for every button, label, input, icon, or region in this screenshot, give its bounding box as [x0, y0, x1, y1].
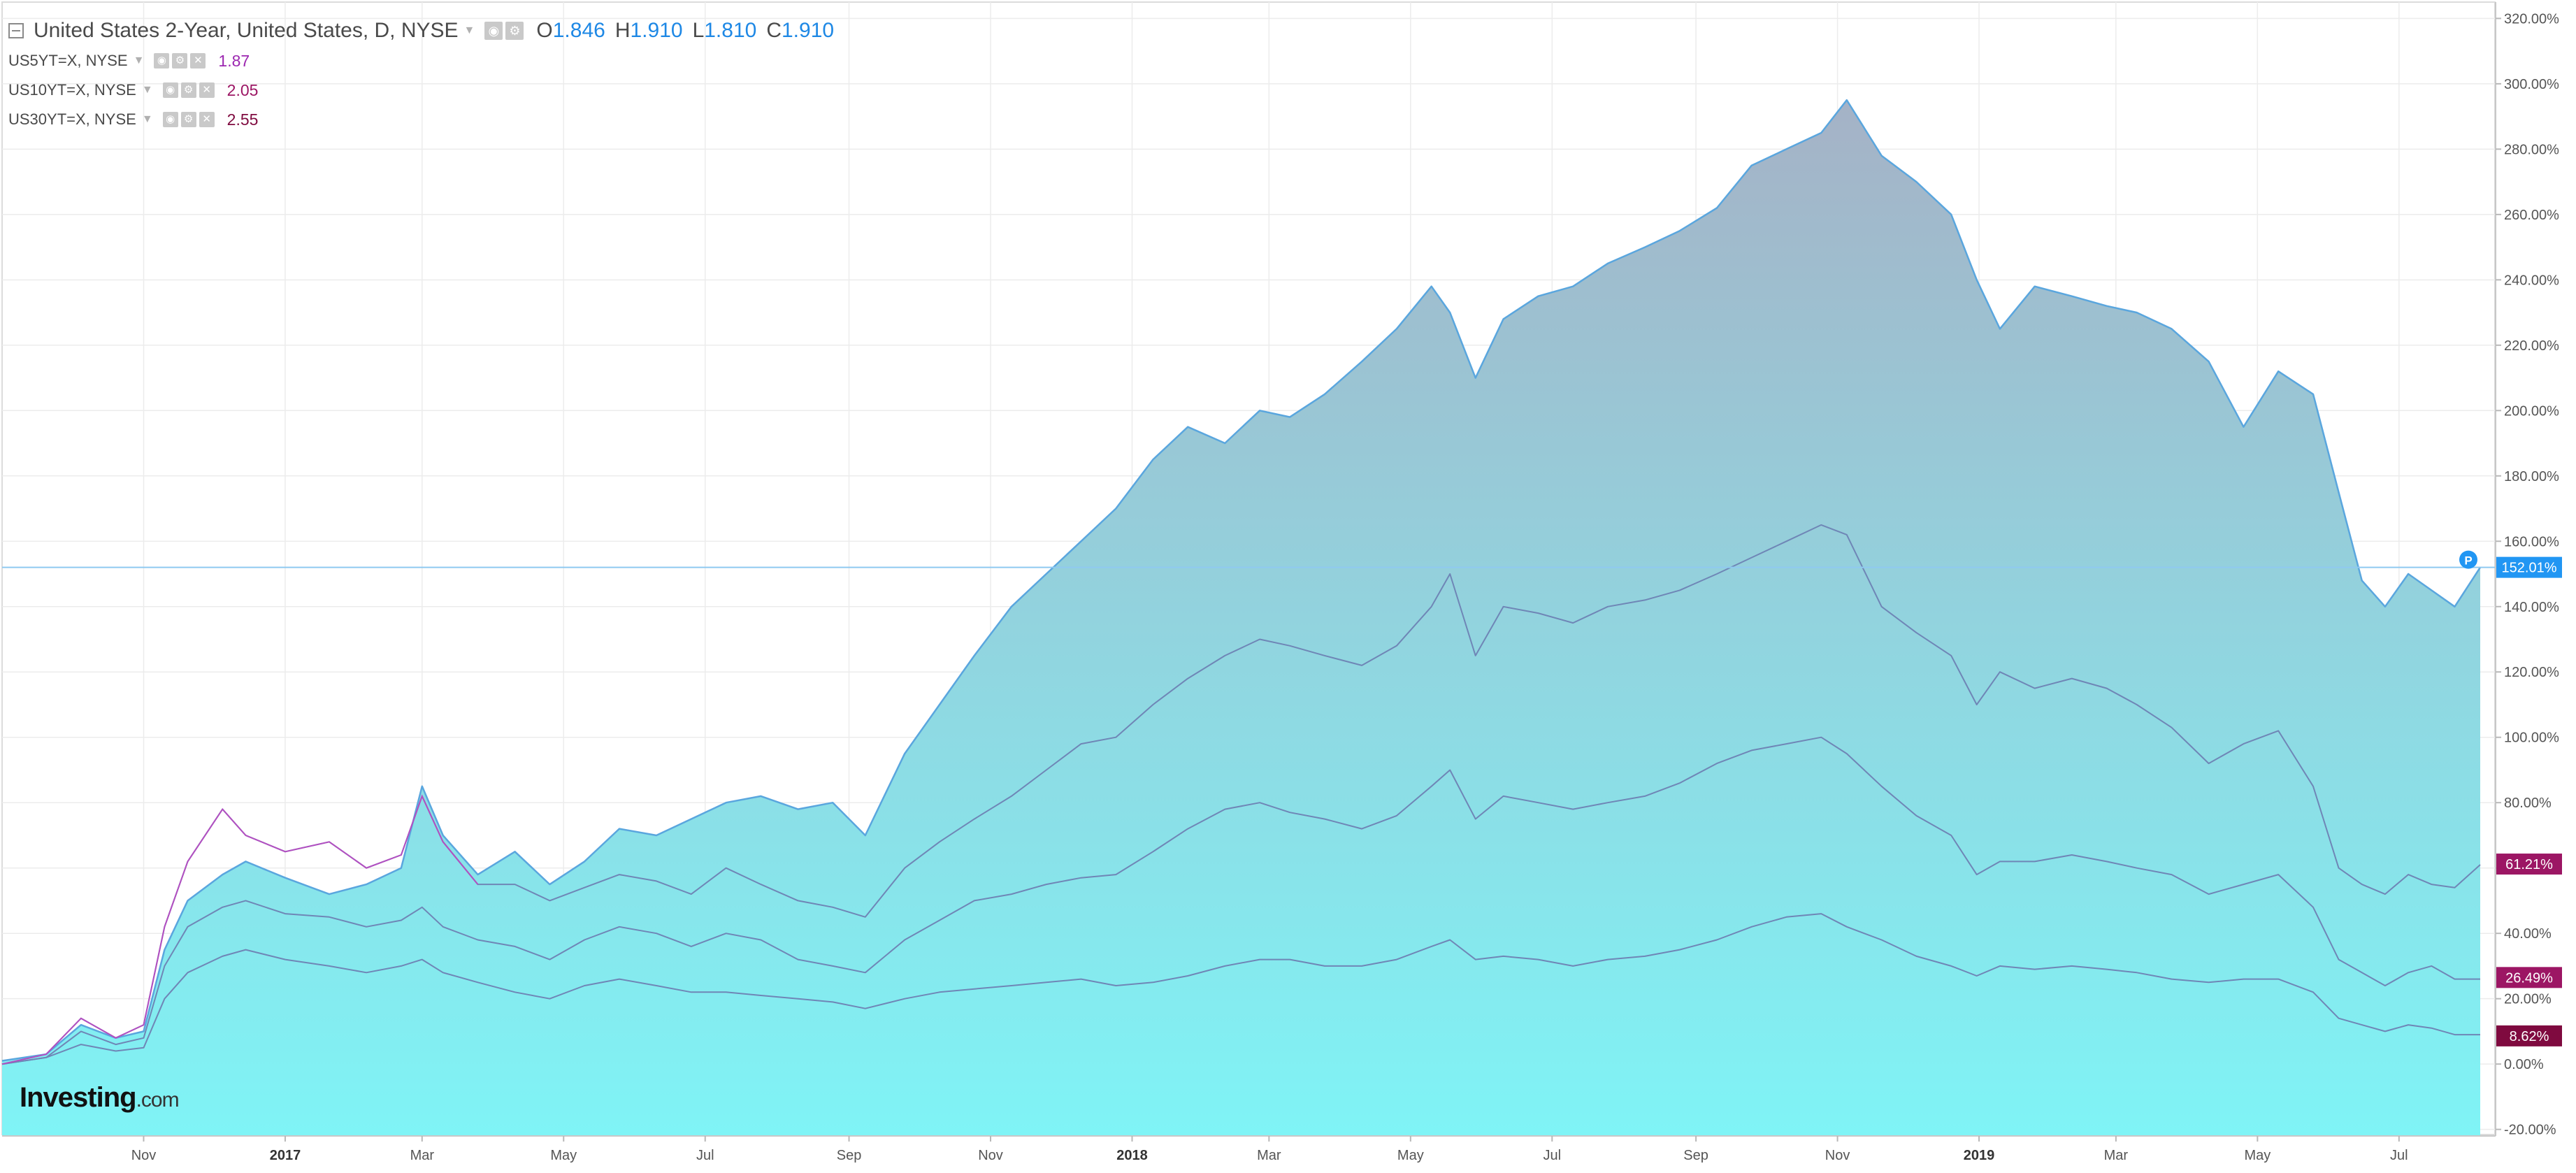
eye-icon[interactable]: ◉	[484, 22, 503, 40]
value-badge-0-label: 61.21%	[2505, 857, 2553, 872]
x-tick-label: May	[2244, 1148, 2271, 1163]
x-tick-label: 2019	[1964, 1148, 1995, 1163]
chevron-down-icon[interactable]: ▼	[141, 84, 153, 96]
x-tick-label: May	[1397, 1148, 1424, 1163]
y-tick-label: 260.00%	[2504, 208, 2559, 223]
legend-item-value: 1.87	[218, 51, 250, 70]
x-tick-label: Mar	[2104, 1148, 2129, 1163]
gear-icon[interactable]: ⚙	[505, 22, 524, 40]
x-tick-label: Nov	[1825, 1148, 1850, 1163]
x-tick-label: May	[550, 1148, 577, 1163]
gear-icon[interactable]: ⚙	[172, 53, 188, 69]
price-line-layer: P	[2, 550, 2496, 569]
series-line-us10y	[1, 736, 2480, 1065]
price-marker-label: P	[2464, 554, 2472, 568]
ohlc-close-value: 1.910	[782, 19, 835, 42]
x-tick-label: 2018	[1116, 1148, 1148, 1163]
y-tick-label: 20.00%	[2504, 992, 2552, 1007]
x-tick-label: 2017	[270, 1148, 301, 1163]
legend-item-value: 2.05	[226, 80, 259, 99]
y-tick-label: 300.00%	[2504, 77, 2559, 92]
ohlc-open-value: 1.846	[552, 19, 605, 42]
legend-item-label: US30YT=X, NYSE	[8, 110, 136, 128]
y-tick-label: 0.00%	[2504, 1057, 2544, 1072]
y-tick-label: 120.00%	[2504, 665, 2559, 680]
legend-item-us30y: US30YT=X, NYSE ▼ ◉ ⚙ ✕ 2.55	[8, 105, 834, 134]
x-tick-label: Nov	[978, 1148, 1003, 1163]
eye-icon[interactable]: ◉	[162, 112, 178, 127]
chevron-down-icon[interactable]: ▼	[133, 55, 145, 66]
ohlc-close-label: C	[766, 19, 782, 42]
close-icon[interactable]: ✕	[199, 112, 215, 127]
x-tick-label: Nov	[131, 1148, 157, 1163]
price-marker	[2459, 550, 2477, 569]
logo-text: Investing	[20, 1082, 137, 1113]
legend-main-row: United States 2-Year, United States, D, …	[8, 15, 834, 46]
y-tick-label: 220.00%	[2504, 338, 2559, 354]
x-tick-label: Mar	[410, 1148, 435, 1163]
value-badge-2-label: 8.62%	[2510, 1029, 2549, 1044]
y-tick-label: 100.00%	[2504, 731, 2559, 746]
x-tick-label: Sep	[1683, 1148, 1708, 1163]
ohlc-high-value: 1.910	[630, 19, 683, 42]
gear-icon[interactable]: ⚙	[180, 112, 196, 127]
legend-item-us5y: US5YT=X, NYSE ▼ ◉ ⚙ ✕ 1.87	[8, 46, 834, 75]
ohlc-low-value: 1.810	[704, 19, 757, 42]
y-tick-label: -20.00%	[2504, 1123, 2556, 1138]
series-line-us5y-early	[1, 794, 479, 1065]
x-tick-label: Sep	[837, 1148, 862, 1163]
value-badge-1-box	[2496, 967, 2562, 988]
area-layer	[2, 100, 2480, 1137]
legend-item-label: US10YT=X, NYSE	[8, 81, 136, 99]
y-tick-label: 40.00%	[2504, 926, 2552, 942]
y-tick-label: 320.00%	[2504, 11, 2559, 27]
value-badge-2-box	[2496, 1025, 2562, 1046]
series-line-us2y	[1, 99, 2482, 1062]
y-tick-label: 200.00%	[2504, 403, 2559, 419]
ohlc-low-label: L	[692, 19, 705, 42]
y-tick-label: 160.00%	[2504, 534, 2559, 549]
x-tick-label: Jul	[696, 1148, 714, 1163]
series-line-us30y	[1, 913, 2480, 1065]
value-badges: 152.01% 61.21% 26.49% 8.62%	[2496, 556, 2562, 1046]
eye-icon[interactable]: ◉	[154, 53, 170, 69]
gear-icon[interactable]: ⚙	[180, 82, 196, 98]
logo-suffix: .com	[136, 1088, 180, 1111]
x-axis: Nov 2017 Mar May Jul Sep Nov 2018 Mar May Jul Sep No…	[131, 1136, 2408, 1163]
eye-icon[interactable]: ◉	[162, 82, 178, 98]
value-badge-1-label: 26.49%	[2505, 970, 2553, 986]
legend-item-us10y: US10YT=X, NYSE ▼ ◉ ⚙ ✕ 2.05	[8, 75, 834, 105]
price-badge-box	[2496, 556, 2562, 578]
legend-main-title: United States 2-Year, United States, D, …	[34, 19, 459, 42]
chevron-down-icon[interactable]: ▼	[141, 113, 153, 125]
close-icon[interactable]: ✕	[190, 53, 206, 69]
value-badge-0-box	[2496, 854, 2562, 875]
line-layer	[1, 99, 2482, 1065]
legend-item-value: 2.55	[226, 110, 259, 129]
chevron-down-icon[interactable]: ▼	[463, 24, 475, 36]
ohlc-open-label: O	[536, 19, 553, 42]
x-tick-label: Mar	[1257, 1148, 1281, 1163]
close-icon[interactable]: ✕	[199, 82, 215, 98]
x-tick-label: Jul	[2390, 1148, 2408, 1163]
series-area-fill	[2, 100, 2480, 1137]
price-badge-label: 152.01%	[2502, 561, 2557, 576]
legend: United States 2-Year, United States, D, …	[8, 15, 834, 134]
ohlc-high-label: H	[614, 19, 631, 42]
collapse-icon[interactable]	[8, 23, 24, 38]
y-tick-label: 280.00%	[2504, 142, 2559, 157]
investing-logo: Investing.com	[20, 1082, 180, 1114]
y-tick-label: 140.00%	[2504, 600, 2559, 615]
legend-item-label: US5YT=X, NYSE	[8, 52, 128, 69]
y-tick-label: 180.00%	[2504, 469, 2559, 484]
x-tick-label: Jul	[1543, 1148, 1561, 1163]
y-tick-label: 240.00%	[2504, 273, 2559, 288]
y-tick-label: 80.00%	[2504, 796, 2552, 811]
